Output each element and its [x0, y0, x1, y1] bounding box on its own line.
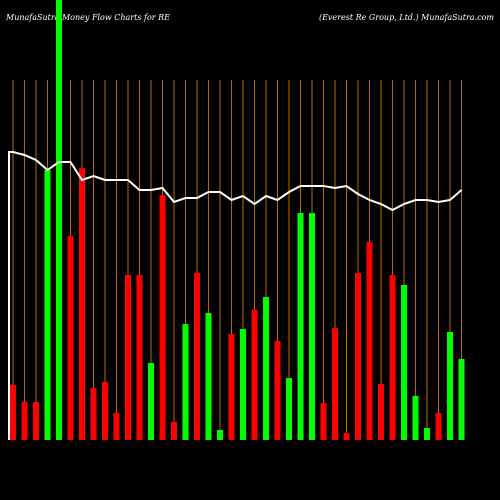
bar: [435, 413, 442, 440]
bar: [320, 403, 327, 440]
bar: [148, 363, 154, 440]
bar: [274, 341, 281, 440]
bar: [90, 388, 97, 440]
bar: [159, 195, 166, 440]
bar: [263, 297, 269, 440]
bar: [355, 273, 361, 440]
bar: [424, 428, 430, 440]
chart-subtitle: (Everest Re Group, Ltd.) MunafaSutra.com: [319, 13, 494, 22]
bar: [297, 213, 304, 440]
bar: [217, 430, 223, 440]
bar: [113, 413, 120, 440]
chart-title: MunafaSutra Money Flow Charts for RE: [5, 13, 170, 22]
bar: [228, 334, 235, 440]
bar: [366, 242, 373, 440]
bar: [309, 213, 315, 440]
bar: [56, 0, 62, 440]
bar: [102, 382, 108, 440]
bar: [205, 313, 212, 440]
bar: [389, 275, 396, 440]
bar: [286, 378, 292, 440]
bar: [194, 273, 200, 440]
bar: [343, 433, 350, 440]
bar: [412, 396, 419, 440]
bar: [21, 402, 28, 440]
bar: [33, 402, 39, 440]
bar: [447, 332, 453, 440]
bar: [125, 275, 131, 440]
bar: [240, 329, 246, 440]
bar: [79, 168, 85, 440]
bar: [332, 328, 338, 440]
bar: [136, 275, 143, 440]
bar: [10, 385, 16, 440]
bar: [67, 236, 74, 440]
bar: [458, 359, 465, 440]
bar: [44, 170, 51, 440]
bar: [401, 285, 407, 440]
bar: [378, 384, 384, 440]
bar: [251, 310, 258, 440]
bar: [171, 422, 177, 440]
money-flow-line: [8, 151, 463, 440]
bar: [182, 324, 189, 440]
